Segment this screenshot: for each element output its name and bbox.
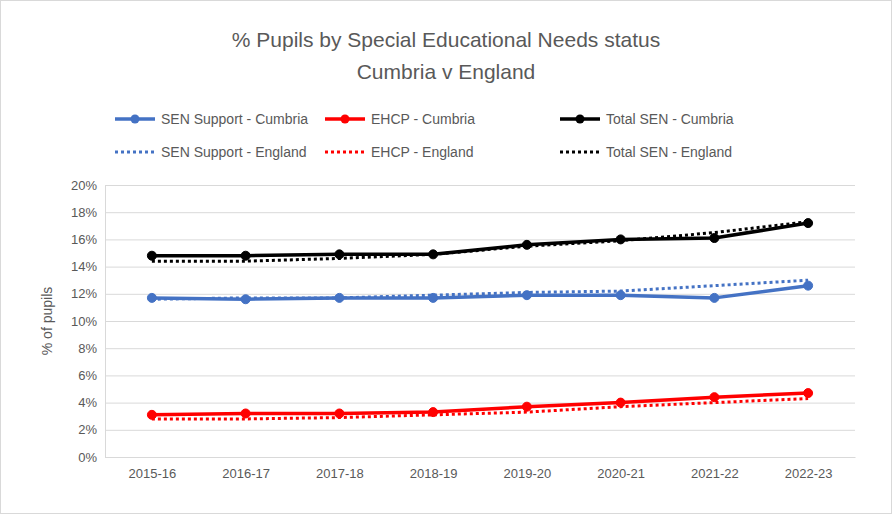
y-tick-label: 6% [78,368,97,383]
grid-line [105,239,855,240]
series-marker [335,250,344,259]
y-tick: 20% [71,178,855,193]
x-tick: 2021-22 [691,457,739,481]
y-tick-label: 2% [78,422,97,437]
legend-swatch [115,151,155,154]
y-tick-label: 12% [71,286,97,301]
x-tick: 2016-17 [222,457,270,481]
legend-marker [131,115,140,124]
legend-marker [341,115,350,124]
series-marker [335,293,344,302]
series-marker [429,408,438,417]
series-marker [241,295,250,304]
y-axis-title: % of pupils [39,287,55,355]
series-marker [147,293,156,302]
y-tick-label: 0% [78,450,97,465]
grid-line [105,321,855,322]
y-axis: 0% 2% 4% 6% 8% 10% 12% 14% 16% 18% 20% [71,178,855,465]
x-axis: 2015-16 2016-17 2017-18 2018-19 2019-20 2020-… [106,457,856,481]
x-tick-label: 2017-18 [316,466,364,481]
x-tick: 2018-19 [410,457,458,481]
y-tick: 18% [71,205,855,220]
grid-line [105,430,855,431]
y-tick-label: 18% [71,205,97,220]
legend-item: SEN Support - England [115,144,307,160]
legend-label: Total SEN - Cumbria [606,111,734,127]
series-marker [335,409,344,418]
x-tick-label: 2022-23 [785,466,833,481]
series-marker [804,219,813,228]
series-marker [241,251,250,260]
series-marker [147,251,156,260]
x-tick: 2019-20 [504,457,552,481]
legend-marker [576,115,585,124]
legend-label: Total SEN - England [606,144,732,160]
series-marker [616,398,625,407]
title: % Pupils by Special Educational Needs st… [232,28,660,51]
series-marker [429,293,438,302]
series-line [152,223,808,256]
legend-label: SEN Support - England [161,144,307,160]
x-tick-label: 2020-21 [597,466,645,481]
grid-line [105,185,855,186]
x-tick-label: 2021-22 [691,466,739,481]
legend-label: EHCP - Cumbria [371,111,475,127]
legend: SEN Support - Cumbria EHCP - Cumbria Total… [115,111,734,160]
y-tick-label: 8% [78,341,97,356]
grid-line [105,375,855,376]
x-tick-label: 2019-20 [504,466,552,481]
y-tick-label: 10% [71,314,97,329]
series-marker [522,291,531,300]
series-marker [429,250,438,259]
chart: % Pupils by Special Educational Needs st… [0,0,892,514]
legend-item: EHCP - England [325,144,473,160]
y-tick: 2% [78,422,855,437]
y-tick-label: 16% [71,232,97,247]
y-tick: 12% [71,286,855,301]
series-marker [147,410,156,419]
x-axis-line [106,457,856,458]
legend-label: EHCP - England [371,144,473,160]
series-marker [710,393,719,402]
plot-area [147,219,812,420]
grid-line [105,212,855,213]
y-tick-label: 14% [71,259,97,274]
x-tick: 2015-16 [129,457,177,481]
legend-item: EHCP - Cumbria [325,111,475,127]
subtitle: Cumbria v England [357,60,536,83]
x-tick-label: 2018-19 [410,466,458,481]
series-marker [804,389,813,398]
series-marker [616,291,625,300]
grid-line [105,457,855,458]
chart-frame [1,1,892,514]
series-marker [241,409,250,418]
legend-item: Total SEN - England [560,144,732,160]
legend-item: SEN Support - Cumbria [115,111,308,127]
legend-label: SEN Support - Cumbria [161,111,308,127]
x-tick: 2020-21 [597,457,645,481]
legend-item: Total SEN - Cumbria [560,111,734,127]
series-marker [710,293,719,302]
legend-swatch [560,151,600,154]
y-tick: 10% [71,314,855,329]
x-tick-label: 2015-16 [129,466,177,481]
y-tick: 0% [78,450,855,465]
series-line [152,393,808,415]
y-tick-label: 20% [71,178,97,193]
y-tick: 8% [78,341,855,356]
x-tick-label: 2016-17 [222,466,270,481]
x-tick: 2017-18 [316,457,364,481]
series-marker [804,281,813,290]
grid-line [105,348,855,349]
series-marker [616,235,625,244]
legend-swatch [325,151,365,154]
series-marker [710,234,719,243]
x-tick: 2022-23 [785,457,833,481]
y-tick: 6% [78,368,855,383]
y-tick-label: 4% [78,395,97,410]
series-marker [522,240,531,249]
grid-line [105,267,855,268]
series-marker [522,402,531,411]
series-line [152,222,808,261]
